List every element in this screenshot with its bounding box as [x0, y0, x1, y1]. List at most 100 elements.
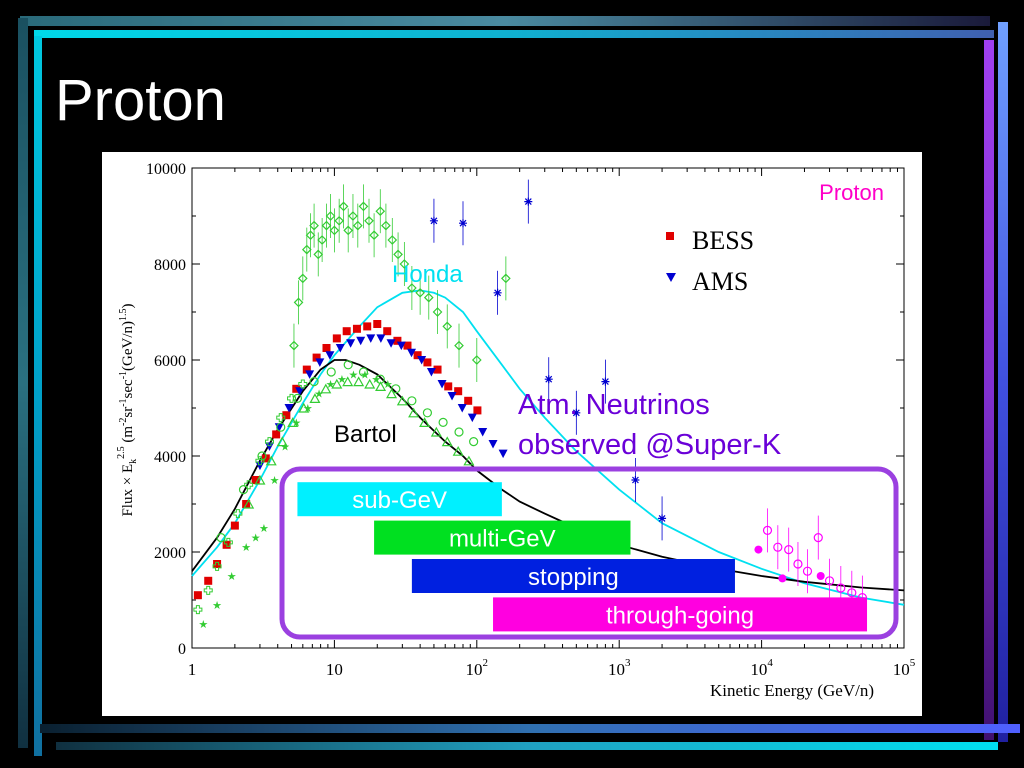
data-point-circle [813, 533, 823, 543]
data-point-triangle [417, 356, 427, 365]
data-point-square [342, 327, 351, 336]
data-point-square [403, 341, 412, 350]
y-tick-label: 4000 [154, 449, 186, 466]
data-point-circle [216, 533, 226, 543]
data-point-triangle [284, 404, 294, 413]
data-point-circle [847, 588, 857, 598]
data-point-diamond [305, 230, 316, 241]
data-point-circle [238, 485, 249, 495]
legend: BESS AMS [666, 226, 754, 296]
data-point-square [332, 334, 341, 343]
data-point-star: ★ [371, 374, 381, 386]
data-point-triangle-open [452, 445, 464, 456]
data-point-diamond [393, 249, 403, 260]
data-point-circle [358, 367, 369, 377]
energy-band-label-0: sub-GeV [352, 487, 447, 514]
data-point-triangle-open [375, 381, 387, 391]
y-tick-label: 6000 [154, 353, 186, 370]
data-point-triangle-open [309, 393, 321, 403]
data-point-square [363, 322, 372, 331]
data-point-circle [784, 545, 794, 555]
data-point-triangle-open [254, 474, 266, 485]
data-point-cross [255, 456, 265, 466]
data-point-asterisk [493, 288, 502, 297]
data-point-circle [773, 542, 783, 552]
data-point-diamond [301, 244, 312, 255]
data-point-diamond [423, 292, 434, 303]
data-point-square [282, 411, 291, 420]
data-point-triangle-open [298, 402, 310, 413]
data-point-triangle [437, 380, 447, 389]
data-point-diamond [369, 230, 379, 241]
data-point-triangle [315, 358, 325, 367]
data-point-diamond [381, 220, 391, 231]
data-point-circle [276, 422, 286, 432]
data-point-diamond [432, 307, 443, 317]
data-point-square [251, 476, 260, 484]
data-point-circle [257, 451, 267, 461]
data-point-asterisk [572, 408, 581, 417]
energy-band-label-3: through-going [606, 602, 754, 629]
data-point-diamond [501, 273, 511, 284]
data-point-asterisk [459, 219, 467, 228]
data-point-triangle [346, 339, 356, 348]
data-point-circle [407, 396, 417, 406]
data-point-star: ★ [360, 369, 370, 381]
energy-band-3 [493, 597, 868, 632]
legend-marker-ams [666, 273, 676, 282]
data-point-triangle-open [441, 436, 453, 447]
data-point-triangle [255, 461, 265, 471]
data-point-circle [793, 559, 803, 569]
energy-band-2 [411, 559, 735, 593]
data-point-square [444, 382, 453, 391]
data-point-triangle-open [265, 455, 277, 466]
data-point-triangle-open [353, 376, 365, 387]
data-point-star: ★ [270, 475, 280, 487]
neutrino-region-box [279, 466, 899, 640]
data-point-triangle-open [386, 388, 398, 399]
data-point-cross [212, 561, 222, 571]
data-point-star: ★ [383, 379, 393, 391]
data-point-triangle-open [342, 376, 354, 387]
data-point-square [423, 358, 432, 367]
frame-bar-bottom-cyan [56, 742, 998, 750]
data-point-cross [287, 393, 297, 403]
data-point-triangle [488, 440, 498, 449]
y-tick-label: 0 [178, 641, 186, 658]
data-point-triangle [335, 344, 345, 353]
data-point-diamond [352, 220, 363, 231]
data-point-cross [244, 480, 254, 490]
data-point-star: ★ [227, 571, 237, 583]
data-point-diamond [334, 215, 345, 226]
data-point-dot [754, 545, 763, 554]
data-point-square [464, 396, 473, 405]
data-point-diamond [317, 235, 327, 245]
data-point-square [393, 336, 402, 345]
data-point-diamond [399, 259, 410, 269]
data-point-dot [816, 572, 825, 580]
chart-title: Proton [819, 180, 884, 205]
data-point-triangle [396, 341, 406, 351]
data-point-triangle [305, 370, 315, 379]
frame-bar-right-blue [998, 22, 1008, 742]
data-point-triangle [356, 336, 366, 346]
data-point-square [352, 324, 361, 333]
data-point-dot [778, 574, 787, 583]
data-point-diamond [442, 321, 453, 332]
data-point-star: ★ [212, 600, 222, 612]
data-point-triangle-open [430, 426, 442, 437]
data-point-diamond [364, 215, 374, 226]
data-point-star: ★ [348, 369, 358, 381]
y-axis-label: Flux × Ek2.5 (m-2sr-1sec-1(GeV/n)1.5) [116, 303, 139, 516]
data-point-cross [264, 437, 274, 447]
energy-band-0 [297, 482, 502, 517]
data-point-triangle [478, 428, 488, 437]
x-axis-label: Kinetic Energy (GeV/n) [710, 681, 874, 700]
neutrino-label-line1: Atm. Neutrinos [518, 389, 710, 421]
data-point-triangle [457, 404, 467, 413]
data-point-asterisk [544, 375, 553, 384]
data-point-triangle [447, 392, 457, 401]
data-point-asterisk [658, 514, 667, 523]
data-point-diamond [309, 220, 319, 231]
data-point-circle [762, 525, 773, 535]
